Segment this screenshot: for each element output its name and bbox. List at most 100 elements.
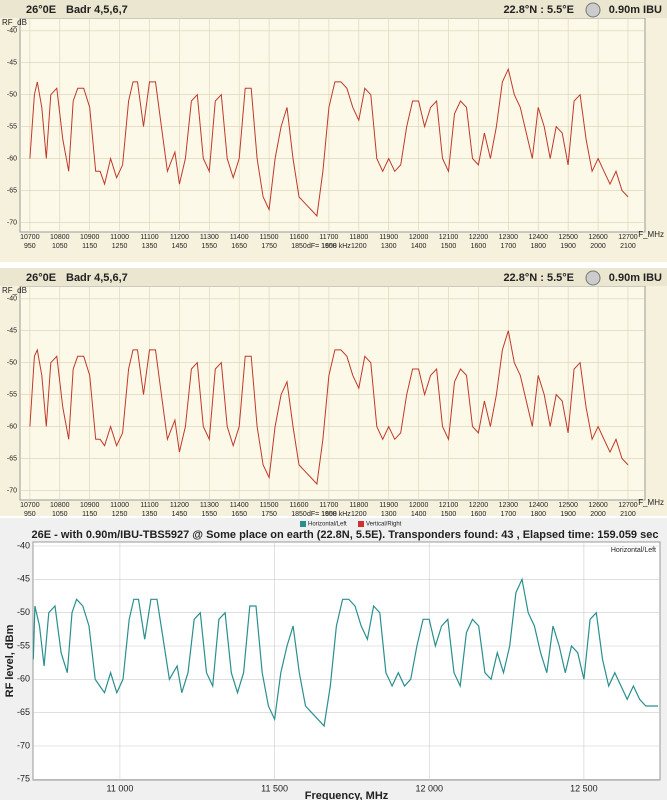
x-tick-label: 12300 xyxy=(499,502,519,509)
x-tick-label: 11100 xyxy=(140,502,159,509)
x-tick-label: 12 000 xyxy=(415,783,443,793)
if-tick-label: 1750 xyxy=(261,243,277,250)
y-tick-label: -70 xyxy=(7,487,17,494)
legend-swatch xyxy=(358,521,364,527)
title: 26°0E xyxy=(26,4,56,16)
y-tick-label: -65 xyxy=(7,455,17,462)
if-tick-label: 1350 xyxy=(142,511,158,518)
legend-label: Vertical/Right xyxy=(366,522,402,528)
plot-area xyxy=(32,541,661,781)
x-tick-label: 11000 xyxy=(110,234,129,241)
if-tick-label: 1550 xyxy=(202,511,218,518)
series-group xyxy=(33,577,659,728)
annotation: dF= 1608 kHz xyxy=(307,511,351,518)
x-tick-label: 10800 xyxy=(50,234,70,241)
x-tick-label: 11300 xyxy=(200,234,219,241)
antenna: 0.90m IBU xyxy=(609,4,662,16)
series-group xyxy=(29,330,629,486)
legend-label: Horizontal/Left xyxy=(308,522,347,528)
x-tick-label: 11600 xyxy=(290,234,309,241)
x-tick-label: 11500 xyxy=(260,234,279,241)
if-tick-label: 1050 xyxy=(52,243,68,250)
x-tick-label: 11700 xyxy=(319,502,338,509)
x-tick-label: 11600 xyxy=(290,502,309,509)
x-tick-label: 12 500 xyxy=(570,783,598,793)
if-tick-label: 1850 xyxy=(291,243,307,250)
y-tick-label: -65 xyxy=(17,707,30,717)
x-tick-label: 12100 xyxy=(439,234,459,241)
if-tick-label: 1150 xyxy=(82,243,97,250)
if-tick-label: 1050 xyxy=(52,511,68,518)
x-tick-label: 12200 xyxy=(469,502,489,509)
if-tick-label: 1300 xyxy=(381,243,397,250)
x-tick-label: 11500 xyxy=(260,502,279,509)
plot-area xyxy=(19,285,646,501)
if-tick-label: 1700 xyxy=(501,243,517,250)
header-bar xyxy=(0,0,667,18)
x-tick-label: 11400 xyxy=(230,502,249,509)
if-tick-label: 1250 xyxy=(112,243,128,250)
x-tick-label: 11800 xyxy=(349,234,368,241)
if-tick-label: 1300 xyxy=(381,511,397,518)
y-axis-label: RF_dB xyxy=(2,286,27,295)
x-tick-label: 11900 xyxy=(379,502,398,509)
y-tick-label: -50 xyxy=(7,92,17,99)
y-tick-label: -45 xyxy=(7,60,17,67)
location: 22.8°N : 5.5°E xyxy=(503,272,574,284)
x-tick-label: 11 500 xyxy=(261,783,288,793)
if-tick-label: 2100 xyxy=(620,243,636,250)
if-tick-label: 1400 xyxy=(411,511,427,518)
x-tick-label: 10700 xyxy=(20,502,40,509)
if-tick-label: 950 xyxy=(24,243,36,250)
y-tick-label: -40 xyxy=(17,540,30,550)
if-tick-label: 1650 xyxy=(231,243,247,250)
if-tick-label: 2000 xyxy=(590,243,606,250)
title: 26E - with 0.90m/IBU-TBS5927 @ Some plac… xyxy=(32,529,659,541)
y-axis-label: RF_dB xyxy=(2,18,27,27)
x-tick-label: 12600 xyxy=(588,502,608,509)
y-axis-label: RF level, dBm xyxy=(4,624,16,697)
x-tick-label: 10900 xyxy=(80,234,100,241)
if-tick-label: 1500 xyxy=(441,511,457,518)
y-tick-label: -50 xyxy=(17,607,30,617)
if-tick-label: 1800 xyxy=(530,243,546,250)
y-tick-label: -55 xyxy=(7,391,17,398)
if-tick-label: 1850 xyxy=(291,511,307,518)
spectrum-line xyxy=(33,577,659,728)
location: 22.8°N : 5.5°E xyxy=(503,4,574,16)
y-tick-label: -50 xyxy=(7,360,17,367)
spectrum-line xyxy=(29,67,629,218)
x-tick-label: 10900 xyxy=(80,502,100,509)
x-tick-label: 12000 xyxy=(409,502,429,509)
x-tick-label: 11200 xyxy=(170,502,189,509)
y-tick-label: -65 xyxy=(7,187,17,194)
if-tick-label: 1450 xyxy=(172,511,188,518)
x-tick-label: 11700 xyxy=(319,234,338,241)
x-tick-label: 11200 xyxy=(170,234,189,241)
if-tick-label: 1150 xyxy=(82,511,97,518)
x-tick-label: 10800 xyxy=(50,502,70,509)
if-tick-label: 1250 xyxy=(112,511,128,518)
annotation: dF= 1608 kHz xyxy=(307,243,351,250)
if-tick-label: 1900 xyxy=(560,511,576,518)
x-tick-label: 12300 xyxy=(499,234,519,241)
y-tick-label: -40 xyxy=(7,28,17,35)
x-axis-label: Frequency, MHz xyxy=(305,790,389,800)
x-tick-label: 11000 xyxy=(110,502,129,509)
x-tick-label: 11900 xyxy=(379,234,398,241)
legend-swatch xyxy=(300,521,306,527)
x-tick-label: 11100 xyxy=(140,234,159,241)
plot-area xyxy=(19,17,646,233)
if-tick-label: 1600 xyxy=(471,243,487,250)
x-tick-label: 12400 xyxy=(529,234,549,241)
y-tick-label: -55 xyxy=(17,640,30,650)
x-tick-label: 12700 xyxy=(618,234,638,241)
y-tick-label: -60 xyxy=(7,423,17,430)
antenna: 0.90m IBU xyxy=(609,272,662,284)
satellite-name: Badr 4,5,6,7 xyxy=(66,272,128,284)
if-tick-label: 1700 xyxy=(501,511,517,518)
x-tick-label: 12700 xyxy=(618,502,638,509)
if-tick-label: 1950 xyxy=(321,511,337,518)
y-tick-label: -45 xyxy=(7,328,17,335)
